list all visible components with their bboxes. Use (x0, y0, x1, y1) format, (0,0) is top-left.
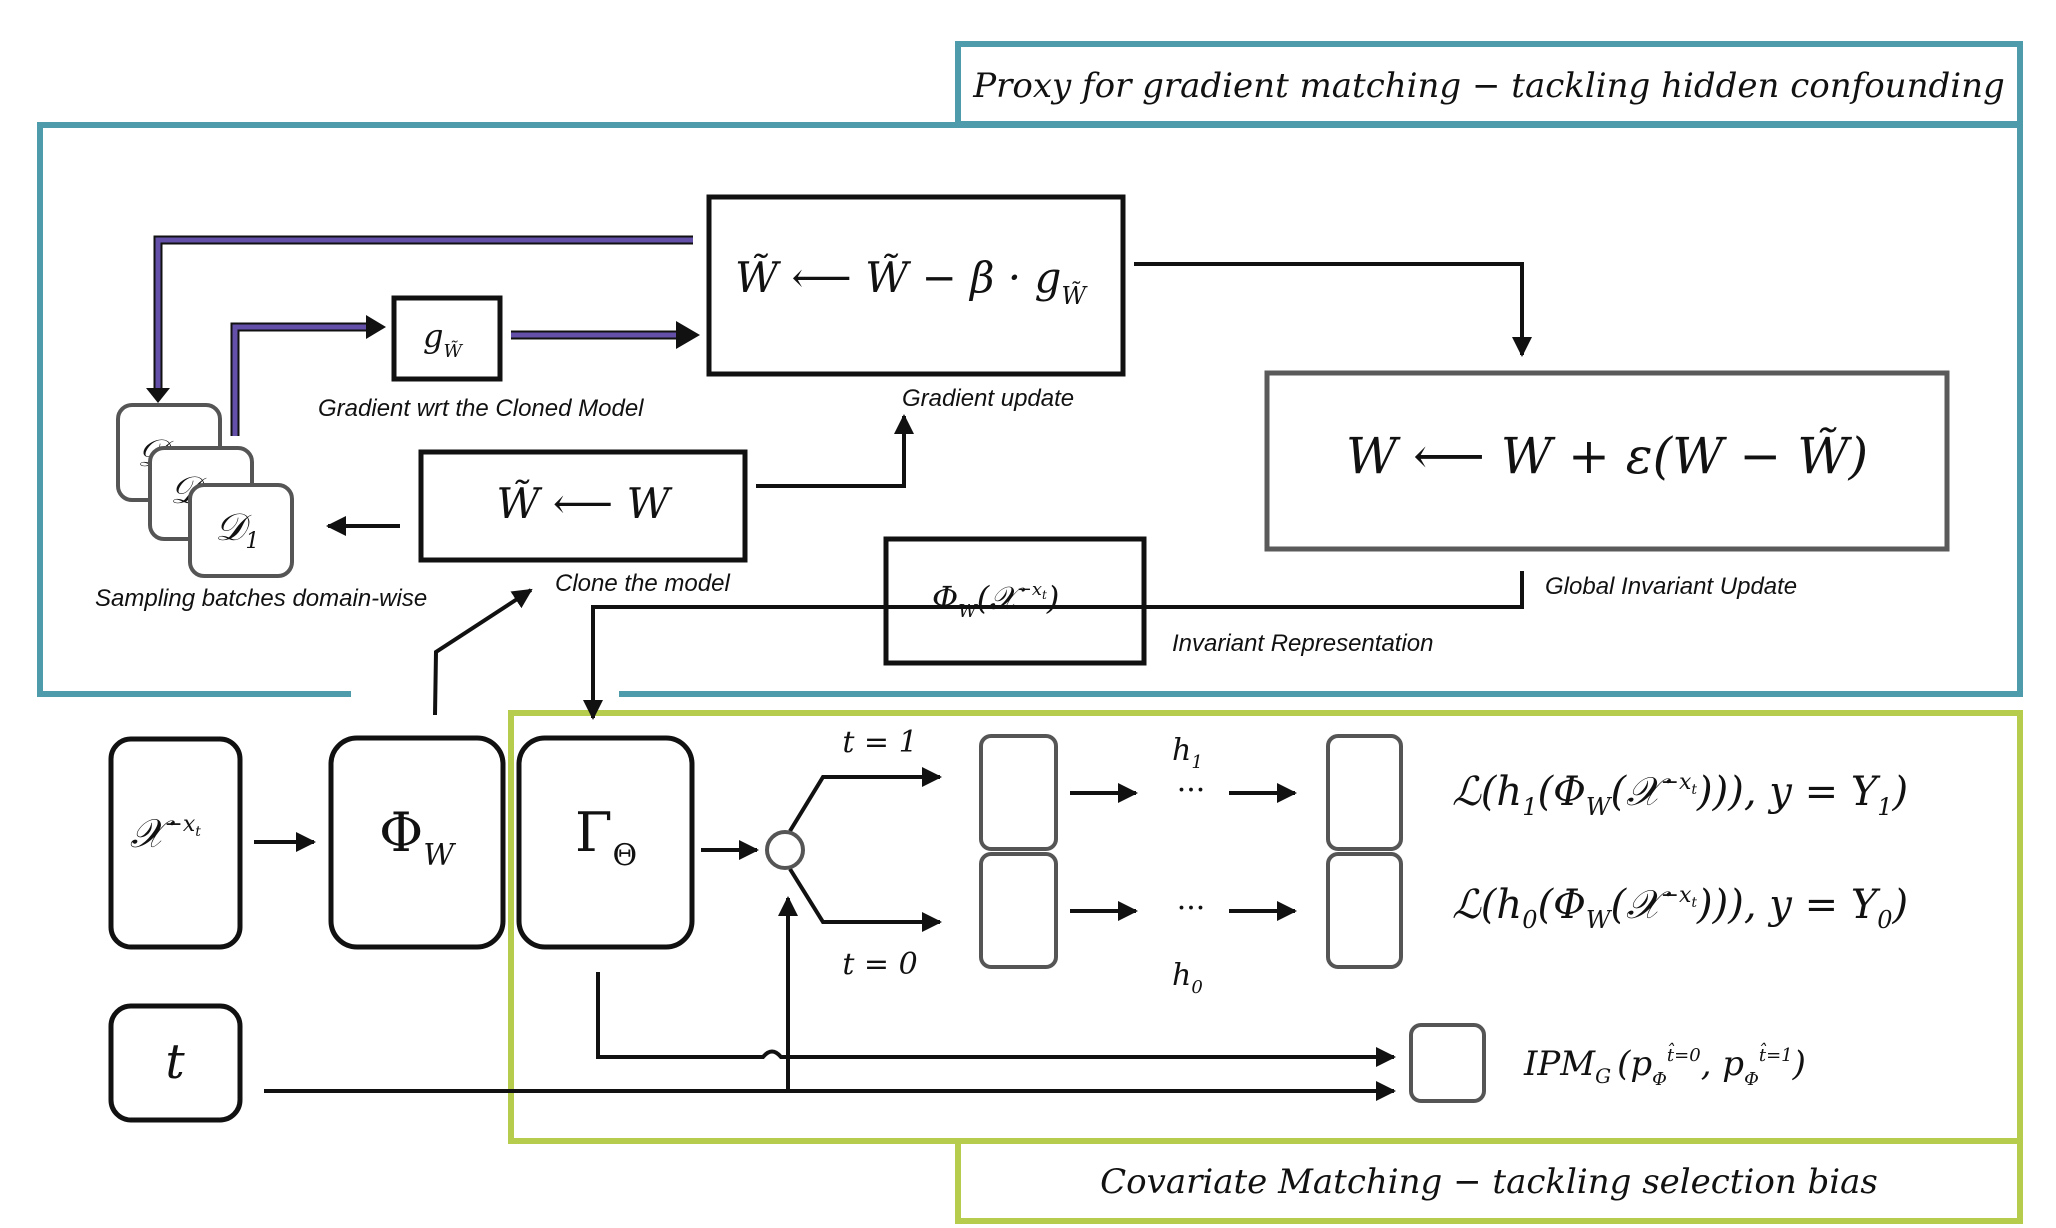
branch-t1 (788, 767, 942, 833)
head0-dots: ··· (1177, 891, 1206, 926)
g-subscript: W̃ (443, 340, 463, 362)
h1-sub: 1 (1191, 752, 1202, 773)
h1-label: h (1172, 733, 1191, 768)
purple-gradient-arrow (511, 321, 700, 349)
treatment-split-node (765, 830, 805, 870)
g-symbol: g (423, 317, 443, 355)
svg-text:W̃ ⟵ W̃ − β · gW̃: W̃ ⟵ W̃ − β · gW̃ (735, 252, 1088, 310)
branch-t1-label: t = 1 (842, 725, 917, 760)
head1-layer-b (1326, 734, 1403, 851)
global-update-box: W ⟵ W + ε(W − W̃) (1264, 370, 1950, 552)
head1-layer-a (979, 734, 1058, 851)
domain-batch-stack: 𝒟 𝒟 𝒟1 (116, 403, 294, 578)
gamma-node: ΓΘ (516, 735, 695, 950)
proxy-header-text: Proxy for gradient matching − tackling h… (972, 66, 2005, 106)
svg-text:gW̃: gW̃ (423, 317, 463, 362)
label-sampling: Sampling batches domain-wise (95, 585, 427, 612)
global-update-formula: W ⟵ W + ε(W − W̃) (1346, 426, 1868, 485)
domain-card-front-sub: 1 (245, 529, 259, 554)
g-wtilde-box: gW̃ (391, 295, 503, 382)
phi-representation-box: ΦW(𝒳−xt) (883, 536, 1147, 666)
loss-y1: ℒ(h1(ΦW(𝒳−xt))), y = Y1) (1452, 769, 1908, 821)
covariate-header-box (955, 1138, 2023, 1224)
wtilde-update-box: W̃ ⟵ W̃ − β · gW̃ (706, 194, 1126, 377)
x-input-sup: −x (164, 812, 195, 837)
t-input-symbol: t (165, 1034, 185, 1090)
h0-sub: 0 (1191, 977, 1202, 998)
phi-w-node: ΦW (328, 735, 506, 950)
ipm-formula: IPMG (pΦt̂=0, pΦt̂=1) (1523, 1041, 1806, 1090)
label-gradient-cloned: Gradient wrt the Cloned Model (318, 395, 644, 422)
label-clone-model: Clone the model (555, 570, 730, 597)
phi-rep-sub: W (958, 601, 978, 622)
ipm-box (1409, 1023, 1486, 1103)
covariate-region: Covariate Matching − tackling selection … (508, 710, 2023, 1224)
clone-formula: W̃ ⟵ W (496, 478, 673, 528)
label-global-update: Global Invariant Update (1545, 573, 1797, 600)
arrow-gamma-to-ipm (596, 972, 1396, 1067)
phi-rep-sup-sub: t (1042, 588, 1047, 602)
domain-card-front (188, 483, 294, 578)
gamma-symbol: Γ (575, 801, 612, 864)
clone-box: W̃ ⟵ W (418, 449, 748, 563)
proxy-region: Proxy for gradient matching − tackling h… (37, 41, 2023, 697)
phi-w-symbol: Φ (379, 801, 423, 864)
x-input-sup-sub: t (195, 824, 201, 840)
t-input-node: t (108, 1003, 243, 1123)
covariate-header-text: Covariate Matching − tackling selection … (1100, 1162, 1878, 1202)
wtilde-update-formula: W̃ ⟵ W̃ − β · g (735, 252, 1061, 302)
branch-t0 (788, 867, 942, 932)
phi-rep-close: ) (1046, 579, 1059, 617)
svg-text:ΦW: ΦW (379, 801, 456, 873)
h0-label: h (1172, 958, 1191, 993)
phi-rep-symbol: Φ (932, 579, 958, 617)
phi-w-sub: W (423, 838, 456, 873)
purple-feedback-arrow (146, 235, 693, 403)
svg-text:h0: h0 (1172, 958, 1203, 998)
head0-layer-a (979, 852, 1058, 969)
phi-rep-sup: −x (1017, 579, 1042, 600)
proxy-region-border (37, 122, 2023, 697)
x-input-node: 𝒳−xt (108, 736, 243, 950)
label-gradient-update: Gradient update (902, 385, 1074, 412)
arrow-phi-to-clone (433, 588, 533, 716)
head1-dots: ··· (1177, 773, 1206, 808)
loss-y0: ℒ(h0(ΦW(𝒳−xt))), y = Y0) (1452, 882, 1908, 934)
wtilde-update-sub: W̃ (1061, 282, 1088, 310)
arrow-clone-to-update (756, 414, 914, 488)
arrow-update-to-global (1134, 262, 1532, 357)
svg-text:h1: h1 (1172, 733, 1203, 773)
arrow-global-to-gamma (583, 571, 1524, 720)
head0-layer-b (1326, 852, 1403, 969)
gamma-sub: Θ (612, 838, 637, 873)
label-invariant-rep: Invariant Representation (1172, 630, 1434, 657)
purple-sampling-arrow (230, 315, 386, 436)
svg-text:ΓΘ: ΓΘ (575, 801, 637, 873)
branch-t0-label: t = 0 (842, 947, 917, 982)
